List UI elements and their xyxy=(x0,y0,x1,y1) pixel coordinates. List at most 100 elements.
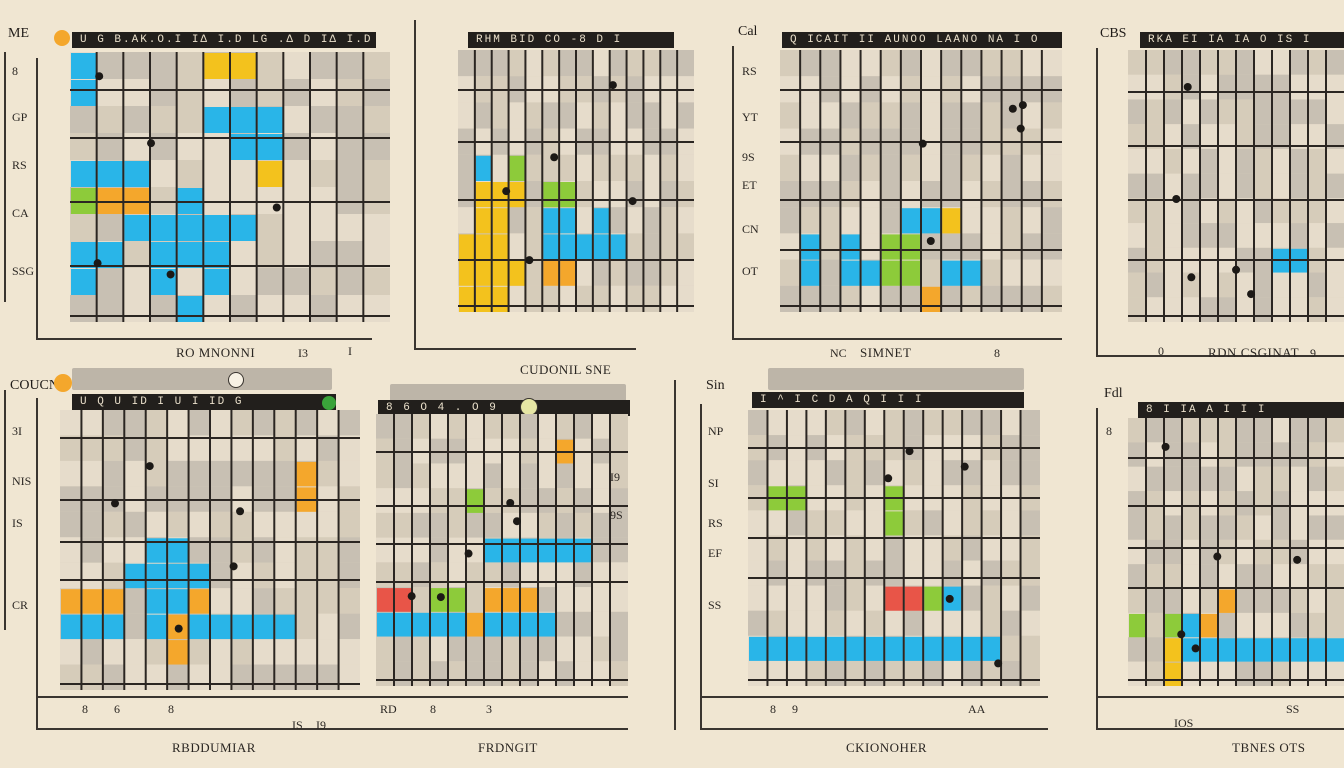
grid-cell xyxy=(1021,207,1042,234)
grid-cell xyxy=(1326,124,1344,149)
grid-cell xyxy=(962,610,982,636)
grid-cell xyxy=(559,154,576,181)
grid-cell xyxy=(609,285,627,312)
grid-cell xyxy=(921,259,942,286)
axis-number: IS xyxy=(292,718,303,732)
grid-cell xyxy=(363,241,390,268)
grid-cell xyxy=(466,414,484,439)
grid-cell xyxy=(864,610,885,636)
grid-cell xyxy=(981,102,1002,129)
colored-cell xyxy=(841,260,861,286)
grid-cell xyxy=(283,268,310,295)
grid-cell xyxy=(576,102,593,129)
grid-cell xyxy=(1254,588,1272,613)
grid-cell xyxy=(274,639,296,665)
heatmap-cells xyxy=(1128,418,1344,686)
grid-cell xyxy=(230,160,257,187)
axis-number: 8 xyxy=(994,346,1000,360)
grid-cell xyxy=(576,285,593,312)
grid-cell xyxy=(520,488,538,513)
grid-cell xyxy=(1041,50,1062,77)
grid-cell xyxy=(538,512,556,538)
grid-cell xyxy=(820,181,841,208)
panel-caption: TBNES OTS xyxy=(1232,740,1306,755)
grid-cell xyxy=(903,410,924,436)
grid-cell xyxy=(1326,297,1344,322)
grid-cell xyxy=(592,181,610,208)
grid-cell xyxy=(124,664,146,690)
grid-cell xyxy=(458,50,475,77)
colored-cell xyxy=(1129,613,1146,638)
grid-cell xyxy=(981,460,1002,486)
grid-cell xyxy=(610,587,628,612)
grid-cell xyxy=(1146,223,1164,248)
grid-cell xyxy=(1308,124,1326,149)
grid-cell xyxy=(283,106,310,133)
panel-header: RHM BID CO -8 D I xyxy=(468,32,674,48)
grid-cell xyxy=(448,562,466,588)
grid-cell xyxy=(1001,410,1021,436)
grid-cell xyxy=(124,511,146,538)
grid-cell xyxy=(150,295,177,322)
grid-cell xyxy=(845,510,865,536)
grid-cell xyxy=(1272,588,1290,613)
grid-cell xyxy=(592,636,610,662)
grid-cell xyxy=(1308,297,1326,322)
grid-cell xyxy=(941,102,962,129)
grid-cell xyxy=(626,102,644,129)
colored-cell xyxy=(503,612,520,637)
grid-cell xyxy=(748,660,768,686)
grid-cell xyxy=(981,535,1002,561)
grid-cell xyxy=(1182,124,1200,149)
grid-cell xyxy=(556,587,574,612)
colored-cell xyxy=(177,215,204,241)
grid-cell xyxy=(660,233,678,260)
grid-cell xyxy=(1272,515,1290,540)
grid-cell xyxy=(806,535,826,561)
grid-cell xyxy=(1326,442,1344,467)
grid-cell xyxy=(1200,564,1218,589)
grid-cell xyxy=(1146,272,1164,298)
grid-cell xyxy=(845,585,865,611)
row-label: I9 xyxy=(610,470,620,484)
grid-cell xyxy=(1200,124,1218,149)
colored-cell xyxy=(924,636,943,661)
row-label: SS xyxy=(708,598,722,612)
row-label: 9S xyxy=(742,150,755,164)
grid-cell xyxy=(145,664,168,690)
grid-cell xyxy=(520,463,538,489)
grid-cell xyxy=(1041,181,1062,208)
grid-cell xyxy=(60,537,82,563)
grid-cell xyxy=(1218,198,1236,224)
grid-cell xyxy=(1218,148,1236,174)
grid-cell xyxy=(1272,198,1290,224)
grid-cell xyxy=(1272,491,1290,516)
grid-cell xyxy=(102,562,125,589)
grid-cell xyxy=(840,50,861,77)
colored-cell xyxy=(521,588,538,612)
grid-cell xyxy=(484,414,502,439)
grid-cell xyxy=(1326,223,1344,248)
grid-cell xyxy=(845,660,865,686)
grid-cell xyxy=(1164,223,1182,248)
grid-cell xyxy=(256,295,284,322)
grid-cell xyxy=(1182,491,1200,516)
colored-cell xyxy=(189,614,210,640)
grid-cell xyxy=(1308,99,1326,125)
grid-cell xyxy=(1001,560,1021,586)
colored-cell xyxy=(543,208,560,234)
grid-cell xyxy=(923,460,943,486)
grid-cell xyxy=(1236,588,1254,613)
grid-cell xyxy=(903,460,924,486)
grid-cell xyxy=(376,488,394,513)
grid-cell xyxy=(864,460,885,486)
grid-cell xyxy=(576,207,593,234)
marker-dot xyxy=(93,259,102,268)
axis-number: 8 xyxy=(430,702,436,716)
grid-cell xyxy=(1308,442,1326,467)
grid-cell xyxy=(880,207,901,234)
grid-cell xyxy=(448,414,466,439)
grid-cell xyxy=(256,52,284,79)
grid-cell xyxy=(1020,510,1040,536)
grid-cell xyxy=(102,639,125,665)
